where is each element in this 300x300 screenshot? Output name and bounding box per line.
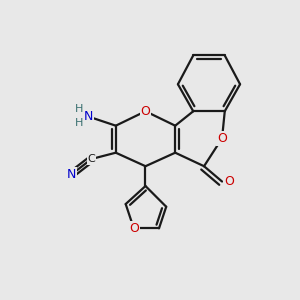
- Text: H: H: [75, 118, 83, 128]
- Text: N: N: [67, 168, 76, 181]
- Text: H: H: [75, 103, 83, 114]
- Text: O: O: [129, 222, 139, 235]
- Text: O: O: [217, 132, 227, 145]
- Text: N: N: [84, 110, 93, 123]
- Text: C: C: [88, 154, 95, 164]
- Text: O: O: [141, 105, 150, 118]
- Text: O: O: [224, 175, 234, 188]
